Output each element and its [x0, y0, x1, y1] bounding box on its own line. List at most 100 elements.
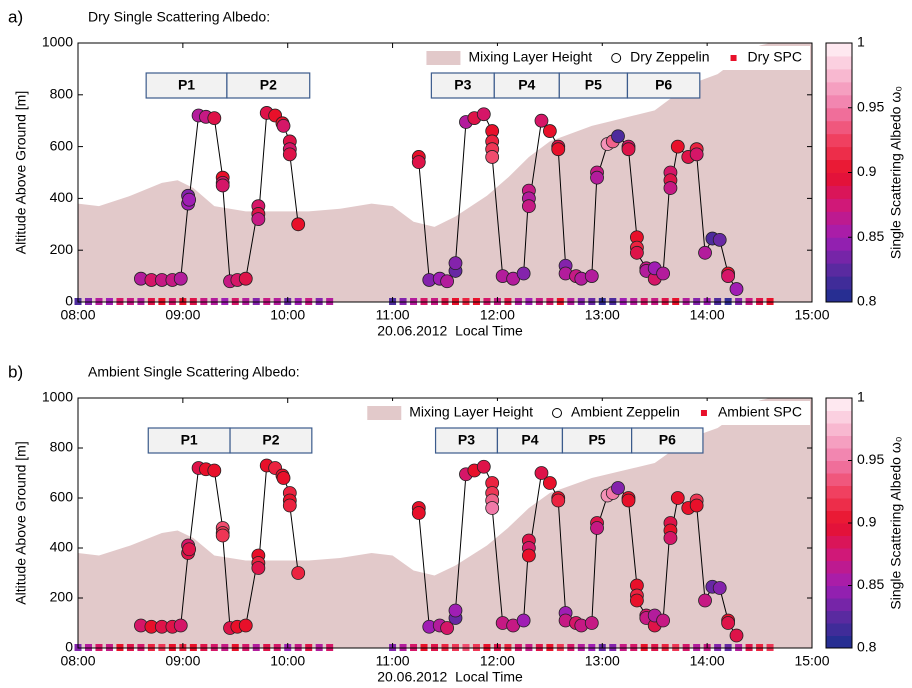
- zeppelin-point: [207, 111, 222, 126]
- x-tick-label: 13:00: [585, 307, 620, 323]
- zeppelin-point: [729, 282, 744, 296]
- profile-label: P5: [585, 77, 602, 93]
- y-tick-label: 600: [50, 137, 74, 153]
- profile-box: [561, 427, 633, 454]
- zeppelin-point: [542, 124, 557, 138]
- zeppelin-point: [476, 459, 491, 474]
- x-tick-label: 08:00: [60, 653, 95, 669]
- colorbar-band: [826, 398, 852, 411]
- colorbar-band: [826, 535, 852, 549]
- colorbar-label: Single Scattering Albedo ω₀: [888, 86, 904, 259]
- zeppelin-point: [215, 528, 230, 543]
- colorbar-band: [826, 198, 852, 212]
- panel-label: b): [8, 362, 23, 381]
- zeppelin-point: [689, 498, 704, 513]
- colorbar-band: [826, 107, 852, 122]
- zeppelin-point: [251, 561, 266, 575]
- y-tick-label: 0: [65, 293, 73, 309]
- profile-label: P6: [659, 432, 676, 448]
- legend-label: Ambient Zeppelin: [571, 404, 680, 420]
- zeppelin-point: [485, 150, 500, 164]
- zeppelin-point: [721, 616, 736, 630]
- legend-swatch: [367, 406, 402, 420]
- colorbar-band: [826, 448, 852, 461]
- colorbar-band: [826, 237, 852, 251]
- zeppelin-point: [663, 181, 678, 195]
- zeppelin-point: [516, 266, 531, 281]
- zeppelin-point: [173, 618, 188, 633]
- legend-swatch: [730, 55, 737, 61]
- profile-box: [626, 72, 701, 99]
- legend-label: Dry Zeppelin: [630, 49, 709, 65]
- colorbar-band: [826, 133, 852, 148]
- y-tick-label: 200: [50, 241, 74, 257]
- zeppelin-point: [182, 192, 197, 207]
- legend: Mixing Layer Height Ambient Zeppelin Ambie…: [361, 401, 810, 425]
- zeppelin-point: [516, 613, 531, 628]
- profile-label: P1: [178, 77, 195, 93]
- y-tick-label: 400: [50, 189, 74, 205]
- legend-swatch: [611, 53, 622, 63]
- y-tick-label: 200: [50, 589, 74, 605]
- legend-label: Mixing Layer Height: [409, 404, 533, 420]
- colorbar-band: [826, 510, 852, 524]
- zeppelin-point: [663, 531, 678, 545]
- zeppelin-point: [629, 593, 644, 608]
- colorbar-tick-label: 0.95: [857, 98, 884, 114]
- colorbar-band: [826, 289, 852, 303]
- x-tick-label: 12:00: [480, 653, 515, 669]
- y-tick-label: 400: [50, 539, 74, 555]
- colorbar-band: [826, 573, 852, 586]
- colorbar-band: [826, 185, 852, 199]
- zeppelin-point: [551, 142, 566, 157]
- x-tick-label: 09:00: [165, 307, 200, 323]
- colorbar-band: [826, 263, 852, 277]
- mixing-layer-area: [78, 398, 812, 648]
- colorbar-band: [826, 172, 852, 186]
- profile-label: P4: [518, 77, 535, 93]
- zeppelin-point: [521, 548, 536, 563]
- colorbar-band: [826, 623, 852, 636]
- zeppelin-point: [238, 271, 253, 286]
- colorbar-band: [826, 159, 852, 173]
- profile-box: [558, 72, 629, 99]
- zeppelin-point: [238, 618, 253, 633]
- colorbar-band: [826, 43, 852, 57]
- colorbar-band: [826, 81, 852, 96]
- colorbar-band: [826, 435, 852, 449]
- y-tick-label: 1000: [42, 389, 73, 405]
- profile-box: [147, 427, 231, 454]
- zeppelin-point: [584, 269, 599, 284]
- zeppelin-point: [182, 542, 197, 557]
- colorbar-band: [826, 211, 852, 225]
- zeppelin-point: [689, 147, 704, 162]
- colorbar-band: [826, 523, 852, 536]
- profile-label: P6: [655, 77, 672, 93]
- profile-box: [229, 427, 313, 454]
- panel-label: a): [8, 7, 23, 26]
- colorbar-band: [826, 250, 852, 264]
- zeppelin-point: [542, 476, 557, 490]
- x-axis-label: 20.06.2012 Local Time: [377, 669, 523, 685]
- colorbar-band: [826, 410, 852, 424]
- profile-label: P1: [181, 432, 198, 448]
- colorbar-tick-label: 0.9: [857, 514, 877, 530]
- colorbar-tick-label: 0.8: [857, 639, 877, 655]
- zeppelin-point: [476, 107, 491, 122]
- zeppelin-point: [698, 593, 712, 608]
- colorbar-band: [826, 610, 852, 624]
- zeppelin-point: [448, 603, 463, 618]
- chart-title: Ambient Single Scattering Albedo:: [88, 364, 300, 380]
- zeppelin-point: [291, 217, 306, 232]
- zeppelin-point: [590, 521, 604, 535]
- colorbar-band: [826, 498, 852, 511]
- mixing-layer-area: [78, 43, 812, 302]
- x-tick-label: 08:00: [60, 307, 95, 323]
- colorbar-band: [826, 560, 852, 574]
- zeppelin-point: [448, 256, 463, 271]
- zeppelin-point: [611, 481, 625, 495]
- colorbar-tick-label: 0.95: [857, 451, 884, 467]
- zeppelin-point: [590, 170, 604, 185]
- zeppelin-point: [485, 501, 500, 515]
